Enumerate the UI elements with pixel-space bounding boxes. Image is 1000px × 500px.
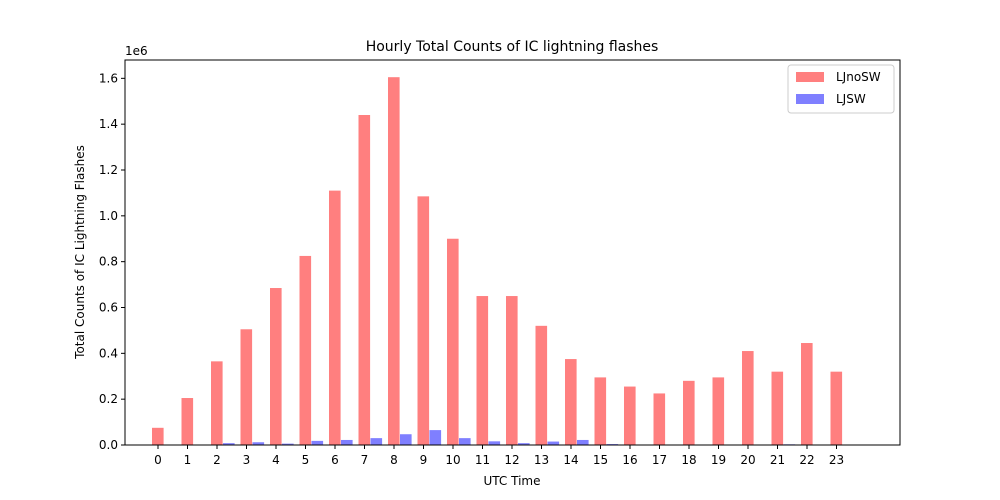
bar-ljnosw-17	[653, 393, 666, 445]
bar-ljnosw-9	[417, 196, 430, 445]
y-axis-label: Total Counts of IC Lightning Flashes	[73, 145, 87, 360]
y-tick-label: 0.0	[99, 438, 118, 452]
bar-ljnosw-16	[624, 386, 636, 445]
x-tick-label: 5	[302, 453, 310, 467]
x-axis-label: UTC Time	[484, 474, 541, 488]
y-tick-label: 1.2	[99, 163, 118, 177]
legend: LJnoSW LJSW	[787, 64, 895, 114]
x-tick-label: 14	[563, 453, 578, 467]
x-tick-label: 4	[272, 453, 280, 467]
x-tick-label: 17	[652, 453, 667, 467]
chart-title: Hourly Total Counts of IC lightning flas…	[366, 39, 659, 55]
y-tick-label: 0.6	[99, 301, 118, 315]
bar-ljnosw-4	[270, 288, 282, 445]
x-tick-label: 22	[799, 453, 814, 467]
x-tick-label: 1	[184, 453, 192, 467]
bar-ljnosw-10	[447, 238, 459, 445]
x-tick-label: 3	[243, 453, 251, 467]
x-tick-label: 16	[622, 453, 637, 467]
bar-ljsw-12	[518, 443, 530, 445]
x-axis: 0 1 2 3 4 5 6 7 8 9 10 11 12 13 14 15 16 17 18 19 20 21 22 23	[154, 445, 844, 467]
x-tick-label: 21	[770, 453, 785, 467]
bar-ljnosw-22	[801, 343, 813, 445]
bar-ljnosw-23	[830, 371, 843, 445]
x-tick-label: 18	[681, 453, 696, 467]
bar-ljsw-8	[400, 434, 412, 445]
bar-ljsw-3	[252, 442, 265, 445]
bar-ljnosw-11	[476, 296, 489, 445]
x-tick-label: 15	[593, 453, 608, 467]
bar-ljnosw-3	[240, 329, 253, 445]
x-tick-label: 0	[154, 453, 162, 467]
bar-ljsw-11	[488, 441, 501, 445]
bar-ljsw-9	[429, 430, 442, 445]
y-tick-label: 0.8	[99, 255, 118, 269]
bar-ljsw-14	[577, 439, 589, 445]
bar-ljnosw-14	[565, 359, 577, 445]
x-tick-label: 12	[504, 453, 519, 467]
y-tick-label: 1.6	[99, 71, 118, 85]
y-tick-label: 0.4	[99, 346, 118, 360]
x-tick-label: 6	[331, 453, 339, 467]
x-tick-label: 20	[740, 453, 755, 467]
y-tick-label: 0.2	[99, 392, 118, 406]
x-tick-label: 8	[390, 453, 398, 467]
legend-swatch-ljnosw	[796, 72, 824, 82]
x-tick-label: 9	[420, 453, 428, 467]
bar-ljnosw-15	[594, 377, 607, 445]
bar-ljnosw-19	[712, 377, 725, 445]
bar-ljnosw-8	[388, 77, 400, 445]
x-tick-label: 11	[475, 453, 490, 467]
bar-ljnosw-2	[211, 361, 223, 445]
x-tick-label: 10	[445, 453, 460, 467]
bar-ljsw-7	[370, 438, 383, 446]
legend-label-ljnosw: LJnoSW	[836, 70, 881, 84]
bar-ljnosw-5	[299, 255, 312, 445]
bar-ljnosw-13	[535, 325, 548, 445]
bar-ljsw-2	[223, 443, 235, 445]
x-tick-label: 13	[534, 453, 549, 467]
y-multiplier-label: 1e6	[125, 44, 148, 58]
y-axis: 0.0 0.2 0.4 0.6 0.8 1.0 1.2 1.4 1.6	[99, 71, 125, 452]
x-tick-label: 19	[711, 453, 726, 467]
bar-ljnosw-12	[506, 296, 518, 445]
bar-ljsw-10	[459, 438, 471, 446]
bar-ljsw-4	[282, 443, 294, 446]
bar-ljsw-13	[547, 441, 560, 445]
bars-layer	[152, 77, 843, 446]
y-tick-label: 1.4	[99, 117, 118, 131]
bar-ljnosw-0	[152, 427, 164, 445]
bar-ljnosw-21	[771, 371, 784, 445]
x-tick-label: 7	[361, 453, 369, 467]
x-tick-label: 2	[213, 453, 221, 467]
bar-ljsw-5	[311, 440, 324, 446]
x-tick-label: 23	[829, 453, 844, 467]
legend-swatch-ljsw	[796, 94, 824, 104]
bar-ljnosw-6	[329, 190, 341, 445]
bar-ljnosw-20	[742, 351, 754, 445]
bar-ljnosw-1	[181, 398, 194, 445]
bar-ljsw-6	[341, 439, 353, 445]
bar-ljnosw-18	[683, 380, 695, 445]
legend-label-ljsw: LJSW	[836, 92, 866, 106]
bar-ljnosw-7	[358, 115, 371, 445]
y-tick-label: 1.0	[99, 209, 118, 223]
